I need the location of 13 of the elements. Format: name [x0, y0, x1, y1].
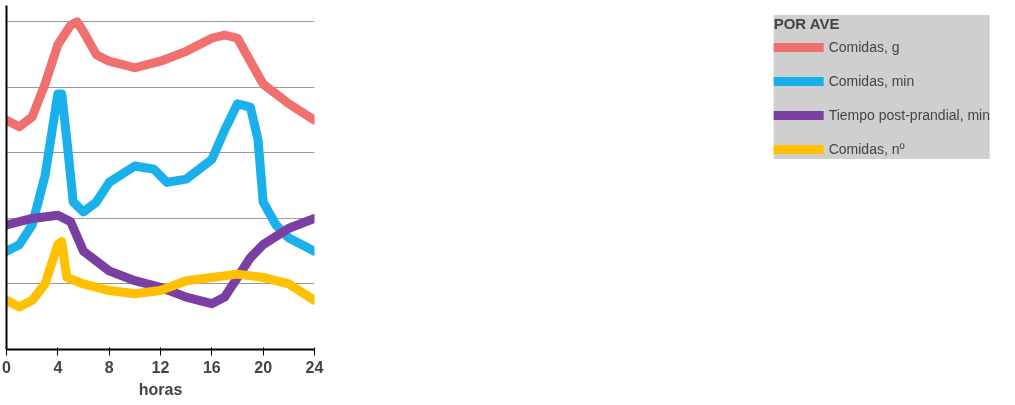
legend-title: POR AVE [773, 15, 841, 32]
legend-label: Comidas, nº [828, 141, 905, 157]
legend-label: Tiempo post-prandial, min [828, 107, 990, 123]
x-tick-label: 20 [254, 358, 273, 376]
legend-label: Comidas, g [828, 39, 900, 55]
x-tick-label: 16 [202, 358, 221, 376]
x-tick-label: 0 [2, 358, 12, 376]
x-tick-label: 24 [305, 358, 324, 376]
x-tick-label: 8 [104, 358, 114, 376]
x-tick-label: 12 [151, 358, 170, 376]
x-tick-label: 4 [53, 358, 63, 376]
x-axis-title: horas [138, 380, 183, 398]
legend-label: Comidas, min [828, 73, 915, 89]
